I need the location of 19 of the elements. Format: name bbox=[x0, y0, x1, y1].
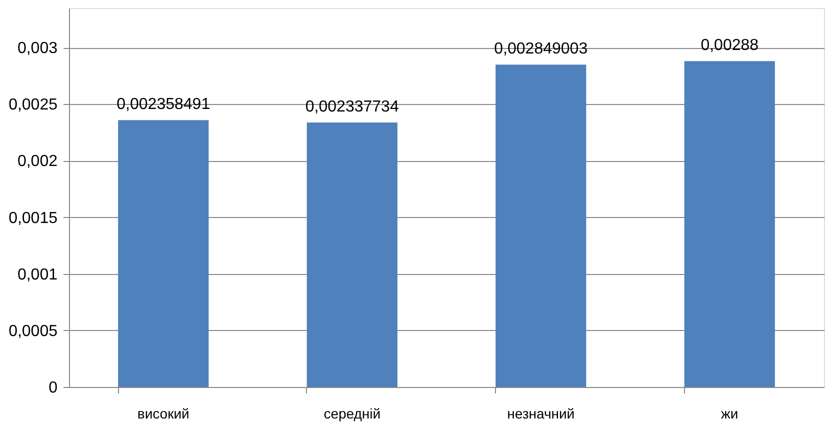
x-tick-label: високий bbox=[137, 406, 190, 422]
bar bbox=[496, 64, 586, 387]
bar bbox=[684, 61, 775, 387]
y-tick-label: 0 bbox=[48, 380, 58, 396]
data-label: 0,002358491 bbox=[116, 96, 210, 114]
bar bbox=[118, 120, 209, 387]
x-tick-label: середній bbox=[324, 406, 381, 422]
data-label: 0,002849003 bbox=[494, 40, 588, 58]
y-tick-label: 0,0025 bbox=[8, 96, 58, 114]
x-tick-label: жи bbox=[721, 406, 738, 422]
data-label: 0,00288 bbox=[700, 37, 759, 54]
y-tick-label: 0,003 bbox=[17, 40, 58, 58]
y-tick-label: 0,0005 bbox=[8, 322, 58, 340]
y-tick-label: 0,002 bbox=[17, 153, 58, 170]
y-tick-label: 0,0015 bbox=[8, 210, 58, 227]
y-tick-label: 0,001 bbox=[17, 266, 58, 284]
x-tick-label: незначний bbox=[507, 406, 575, 422]
data-label: 0,002337734 bbox=[305, 98, 399, 116]
bar bbox=[306, 122, 398, 387]
